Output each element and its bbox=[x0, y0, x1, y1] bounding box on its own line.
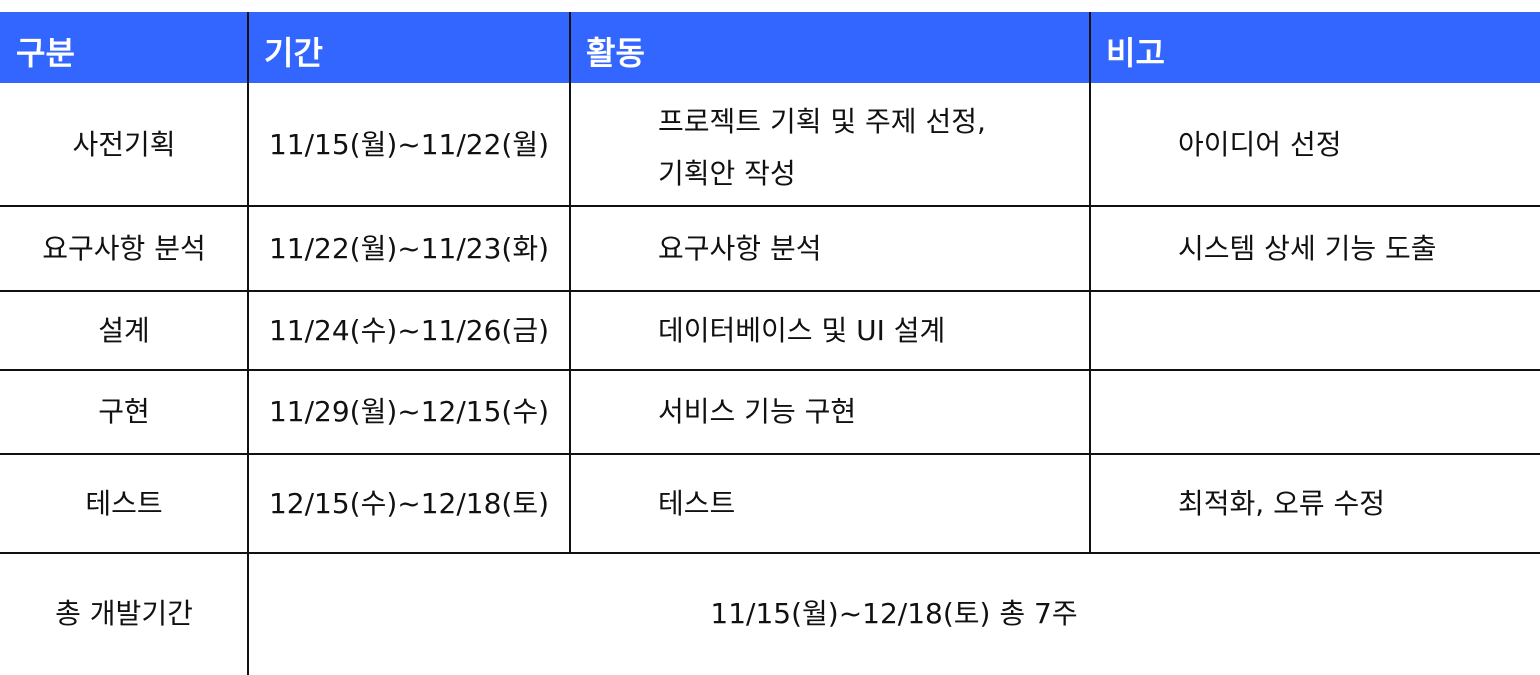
grid-divider bbox=[0, 205, 1540, 207]
total-value: 11/15(월)~12/18(토) 총 7주 bbox=[710, 597, 1078, 630]
note-cell: 시스템 상세 기능 도출 bbox=[1178, 231, 1437, 265]
table-row: 구현 11/29(월)~12/15(수) 서비스 기능 구현 bbox=[0, 370, 1540, 454]
phase-cell: 구현 bbox=[98, 395, 150, 428]
period-cell: 12/15(수)~12/18(토) bbox=[268, 486, 550, 520]
activity-cell: 요구사항 분석 bbox=[658, 231, 822, 265]
period-cell: 11/22(월)~11/23(화) bbox=[268, 231, 550, 265]
note-cell bbox=[1090, 370, 1540, 454]
activity-line: 기획안 작성 bbox=[658, 156, 796, 190]
period-cell: 11/15(월)~11/22(월) bbox=[268, 127, 550, 161]
activity-line: 프로젝트 기획 및 주제 선정, bbox=[658, 104, 986, 138]
activity-cell: 서비스 기능 구현 bbox=[658, 395, 857, 428]
table-row: 사전기획 11/15(월)~11/22(월) 프로젝트 기획 및 주제 선정, … bbox=[0, 83, 1540, 206]
header-note: 비고 bbox=[1106, 33, 1165, 72]
table-row: 요구사항 분석 11/22(월)~11/23(화) 요구사항 분석 시스템 상세… bbox=[0, 206, 1540, 291]
phase-cell: 설계 bbox=[98, 313, 150, 347]
grid-divider bbox=[569, 12, 571, 554]
grid-divider bbox=[0, 290, 1540, 292]
phase-cell: 요구사항 분석 bbox=[42, 231, 206, 265]
activity-cell: 프로젝트 기획 및 주제 선정, 기획안 작성 bbox=[570, 83, 1090, 206]
note-cell: 최적화, 오류 수정 bbox=[1178, 486, 1386, 520]
grid-divider bbox=[247, 12, 249, 675]
header-phase: 구분 bbox=[16, 33, 75, 72]
note-cell bbox=[1090, 291, 1540, 370]
period-cell: 11/24(수)~11/26(금) bbox=[268, 313, 550, 347]
note-cell: 아이디어 선정 bbox=[1178, 127, 1342, 161]
activity-cell: 테스트 bbox=[658, 486, 736, 520]
table-row: 설계 11/24(수)~11/26(금) 데이터베이스 및 UI 설계 bbox=[0, 291, 1540, 370]
activity-cell: 데이터베이스 및 UI 설계 bbox=[658, 313, 946, 347]
table-header-row: 구분 기간 활동 비고 bbox=[0, 12, 1540, 83]
total-row: 총 개발기간 11/15(월)~12/18(토) 총 7주 bbox=[0, 553, 1540, 675]
table-row: 테스트 12/15(수)~12/18(토) 테스트 최적화, 오류 수정 bbox=[0, 454, 1540, 553]
grid-divider bbox=[0, 453, 1540, 455]
grid-divider bbox=[1089, 12, 1091, 554]
header-period: 기간 bbox=[264, 33, 323, 72]
phase-cell: 테스트 bbox=[85, 486, 163, 520]
grid-divider bbox=[0, 552, 1540, 554]
period-cell: 11/29(월)~12/15(수) bbox=[268, 395, 550, 428]
phase-cell: 사전기획 bbox=[72, 127, 176, 161]
header-activity: 활동 bbox=[586, 33, 645, 72]
total-label: 총 개발기간 bbox=[55, 597, 193, 630]
grid-divider bbox=[0, 369, 1540, 371]
